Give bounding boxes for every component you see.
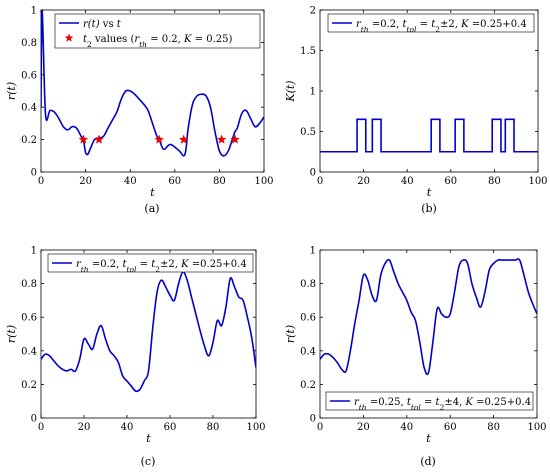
panel-label: (c)	[141, 455, 156, 468]
series-line	[41, 10, 264, 157]
y-tick-label: 0.8	[21, 38, 37, 49]
y-tick-label: 2	[310, 6, 316, 17]
legend-box	[325, 391, 534, 411]
panel-label: (b)	[421, 202, 437, 215]
y-tick-label: 1.5	[300, 46, 316, 57]
x-tick-label: 20	[357, 422, 370, 433]
x-tick-label: 40	[401, 176, 414, 187]
y-axis-label: r(t)	[5, 82, 18, 100]
y-tick-label: 0.6	[21, 70, 37, 81]
y-axis-label: r(t)	[5, 325, 18, 343]
data-point-star	[154, 134, 165, 144]
x-axis-label: t	[146, 432, 151, 445]
y-tick-label: 0.5	[300, 127, 316, 138]
legend: rth =0.2, ttol = t2±2, K =0.25+0.4	[47, 253, 254, 274]
x-tick-label: 60	[168, 176, 181, 187]
y-tick-label: 0.2	[300, 380, 316, 391]
y-tick-label: 0	[310, 168, 316, 179]
x-tick-label: 80	[487, 422, 500, 433]
series-line	[320, 118, 538, 153]
x-axis-label: t	[426, 432, 431, 445]
y-tick-label: 1	[31, 246, 37, 257]
legend-entry-label: r(t) vs t	[83, 19, 122, 30]
legend-star-marker	[64, 33, 74, 42]
data-point-star	[216, 134, 227, 144]
x-tick-label: 0	[38, 176, 44, 187]
series-line	[41, 271, 256, 393]
legend-entry-label: rth =0.2, ttol = t2±2, K =0.25+0.4	[76, 259, 247, 274]
y-tick-label: 0.4	[300, 346, 316, 357]
legend-box	[47, 253, 254, 273]
legend-entry-label: rth =0.25, ttol = t2±4, K =0.25+0.4	[354, 397, 531, 412]
x-tick-label: 100	[527, 422, 546, 433]
y-tick-label: 0.2	[21, 380, 37, 391]
x-tick-label: 0	[317, 176, 323, 187]
data-point-star	[78, 134, 89, 144]
chart-panel-c: 0 20 40 60 80 100 0 0.2 0.4 0.6 0.8 1 t r(t) rth =0.2,…	[5, 246, 266, 469]
series-line	[320, 258, 537, 376]
x-tick-label: 80	[488, 176, 501, 187]
y-tick-label: 0.6	[21, 313, 37, 324]
x-tick-label: 80	[207, 422, 220, 433]
x-tick-label: 40	[124, 176, 137, 187]
legend-entry-label: rth =0.2, ttol = t2±2, K =0.25+0.4	[356, 19, 527, 34]
data-point-star	[94, 134, 104, 144]
y-tick-label: 0.4	[21, 103, 37, 114]
x-tick-label: 80	[213, 176, 226, 187]
y-tick-label: 1	[310, 246, 316, 257]
y-tick-label: 0.8	[21, 279, 37, 290]
y-tick-label: 0	[31, 414, 37, 425]
data-point-star	[230, 134, 240, 144]
x-axis-label: t	[150, 186, 155, 199]
x-tick-label: 60	[444, 176, 457, 187]
y-tick-label: 0.4	[21, 346, 37, 357]
plot-frame	[40, 249, 257, 419]
y-tick-label: 0	[310, 414, 316, 425]
x-tick-label: 20	[357, 176, 370, 187]
y-tick-label: 0.2	[21, 135, 37, 146]
x-tick-label: 0	[317, 422, 323, 433]
x-tick-label: 100	[246, 422, 265, 433]
x-tick-label: 20	[78, 422, 91, 433]
x-tick-label: 60	[164, 422, 177, 433]
legend: rth =0.25, ttol = t2±4, K =0.25+0.4	[325, 391, 534, 412]
legend-entry-label: t2 values (rth = 0.2, K = 0.25)	[83, 34, 233, 49]
legend: r(t) vs t t2 values (rth = 0.2, K = 0.25)	[54, 13, 261, 49]
y-axis-label: r(t)	[284, 325, 297, 343]
y-axis-label: K(t)	[284, 80, 297, 102]
legend-box	[54, 13, 261, 49]
legend-box	[327, 13, 535, 33]
x-tick-label: 0	[38, 422, 44, 433]
panel-label: (d)	[420, 455, 436, 468]
chart-panel-b: 0 20 40 60 80 100 0 0.5 1 1.5 2 t K(t) rth =0.2, ttol…	[284, 6, 548, 216]
x-tick-label: 20	[79, 176, 92, 187]
legend: rth =0.2, ttol = t2±2, K =0.25+0.4	[327, 13, 535, 34]
panel-label: (a)	[144, 202, 159, 215]
y-tick-label: 0.6	[300, 313, 316, 324]
data-point-star	[178, 134, 189, 144]
chart-panel-a: 0 20 40 60 80 100 0 0.2 0.4 0.6 0.8 1 t r(t) r(t) vs t…	[5, 6, 274, 216]
chart-panel-d: 0 20 40 60 80 100 0 0.2 0.4 0.6 0.8 1 t r(t) rth =0.25…	[284, 246, 547, 469]
y-tick-label: 1	[310, 87, 316, 98]
y-tick-label: 0.8	[300, 279, 316, 290]
x-tick-label: 40	[121, 422, 134, 433]
x-tick-label: 40	[400, 422, 413, 433]
x-axis-label: t	[427, 186, 432, 199]
plot-frame	[319, 249, 538, 419]
x-tick-label: 60	[444, 422, 457, 433]
y-tick-label: 0	[31, 168, 37, 179]
x-tick-label: 100	[528, 176, 547, 187]
y-tick-label: 1	[31, 6, 37, 17]
x-tick-label: 100	[254, 176, 273, 187]
